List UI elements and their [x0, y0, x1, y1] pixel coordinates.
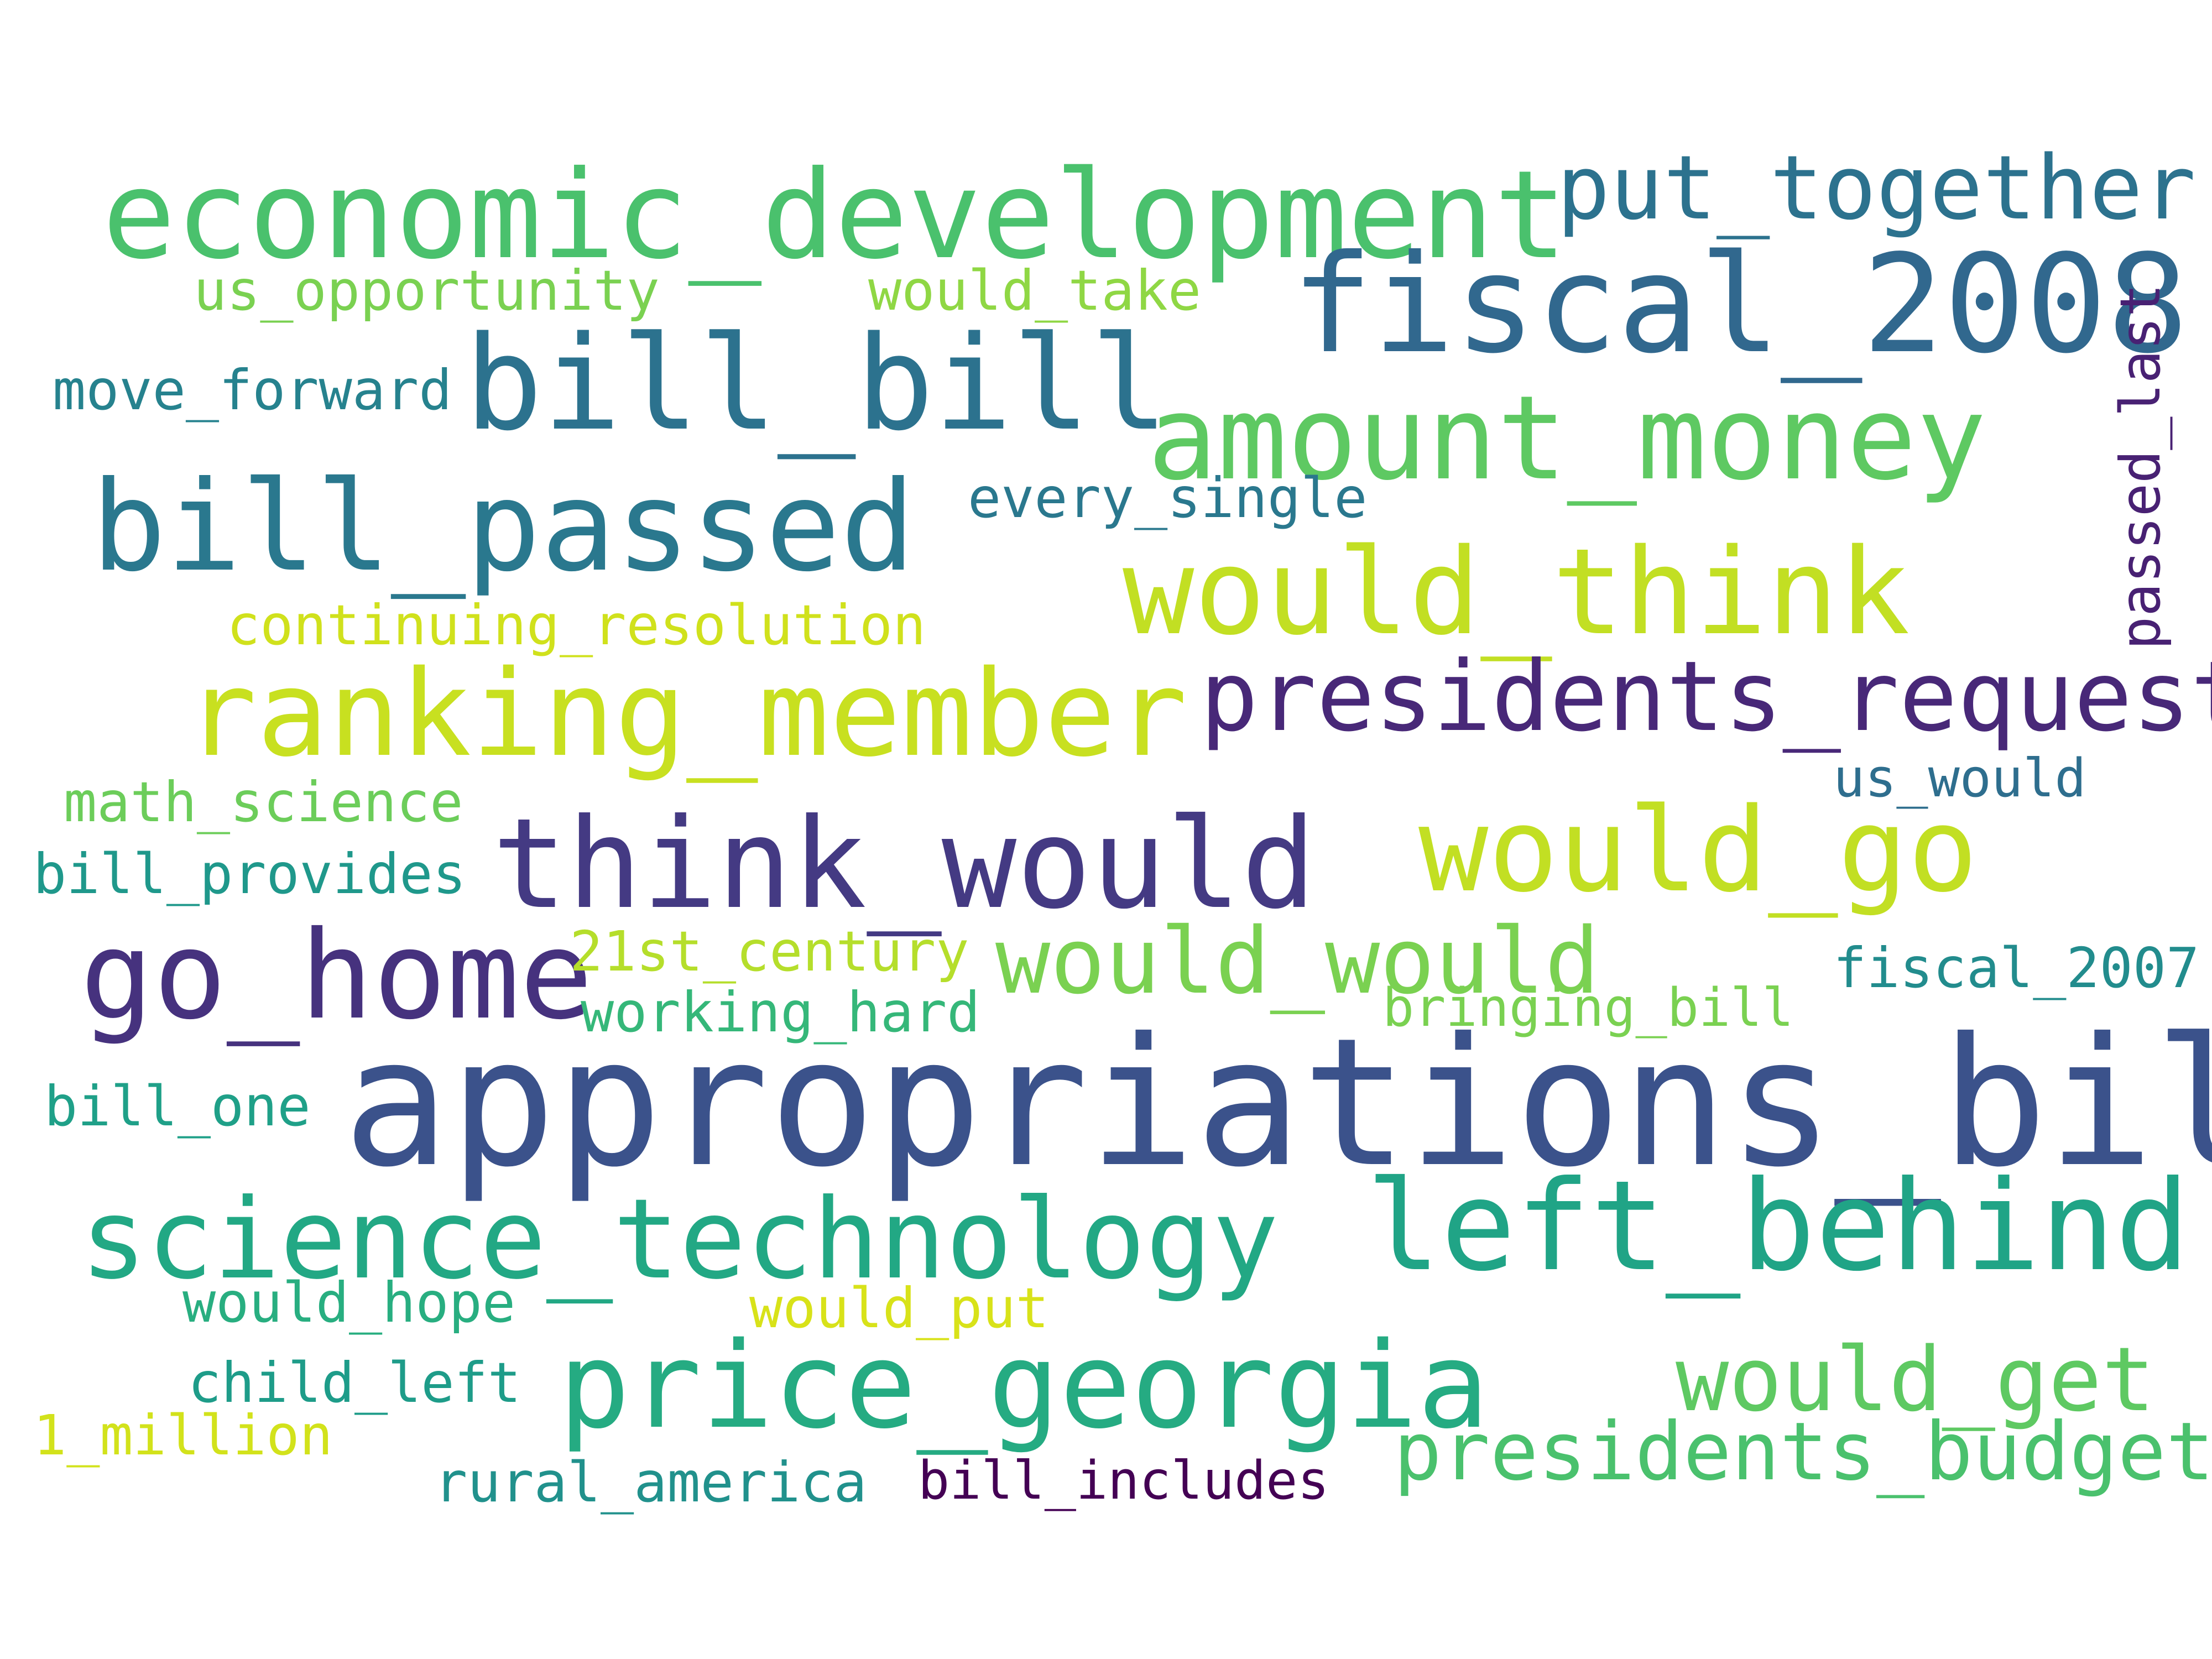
word-us-would: us_would	[1833, 748, 2086, 809]
word-go-home: go_home	[80, 905, 593, 1046]
word-continuing-resolution: continuing_resolution	[227, 593, 926, 658]
word-left-behind: left_behind	[1366, 1154, 2190, 1299]
word-bill-bill: bill_bill	[465, 309, 1168, 460]
word-economic-development: economic_development	[102, 144, 1567, 286]
word-would-go: would_go	[1418, 782, 1978, 918]
word-child-left: child_left	[188, 1350, 521, 1415]
word-math-science: math_science	[64, 770, 463, 834]
word-price-georgia: price_georgia	[559, 1316, 1489, 1455]
word-1-million: 1_million	[33, 1403, 333, 1468]
word-rural-america: rural_america	[434, 1450, 867, 1515]
word-working-hard: working_hard	[581, 980, 980, 1045]
word-bringing-bill: bringing_bill	[1383, 978, 1794, 1039]
word-bill-includes: bill_includes	[918, 1451, 1329, 1511]
word-put-together: put_together	[1557, 136, 2196, 239]
word-think-would: think_would	[492, 792, 1316, 937]
word-amount-money: amount_money	[1147, 371, 1986, 506]
word-appropriations-bill: appropriations_bill	[343, 1000, 2212, 1208]
word-us-opportunity: us_opportunity	[194, 258, 660, 323]
word-bill-passed: bill_passed	[91, 455, 915, 599]
word-would-would: would_would	[995, 908, 1600, 1014]
word-21st-century: 21st_century	[570, 919, 969, 984]
word-would-take: would_take	[868, 258, 1201, 323]
word-would-think: would_think	[1123, 523, 1910, 661]
word-bill-one: bill_one	[44, 1074, 311, 1139]
word-ranking-member: ranking_member	[185, 644, 1187, 783]
word-would-put: would_put	[749, 1276, 1049, 1340]
word-fiscal-2008: fiscal_2008	[1291, 226, 2189, 383]
word-would-hope: would_hope	[182, 1270, 515, 1335]
word-fiscal-2007: fiscal_2007	[1833, 936, 2199, 1000]
word-presidents-budget: presidents_budget	[1394, 1405, 2212, 1499]
word-science-technology: science_technology	[80, 1175, 1279, 1304]
word-passed-last: passed_last	[2108, 284, 2173, 650]
word-move-forward: move_forward	[53, 358, 452, 422]
word-would-get: would_get	[1676, 1328, 2155, 1431]
word-bill-provides: bill_provides	[33, 842, 466, 906]
word-every-single: every_single	[968, 466, 1367, 530]
word-presidents-request: presidents_request	[1200, 641, 2212, 753]
